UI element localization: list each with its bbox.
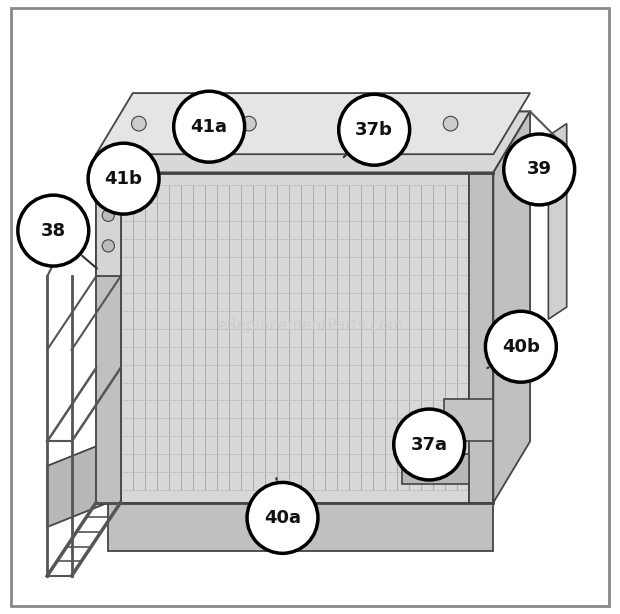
Circle shape: [102, 209, 115, 222]
Circle shape: [485, 311, 556, 382]
Circle shape: [443, 116, 458, 131]
Polygon shape: [108, 503, 494, 551]
Circle shape: [174, 91, 245, 162]
Circle shape: [504, 134, 575, 205]
Polygon shape: [494, 111, 530, 503]
Polygon shape: [402, 454, 469, 484]
Polygon shape: [96, 154, 120, 276]
Circle shape: [352, 116, 366, 131]
Circle shape: [247, 483, 318, 553]
Circle shape: [394, 409, 464, 480]
Polygon shape: [548, 123, 567, 319]
Text: eReplacementParts.com: eReplacementParts.com: [217, 318, 403, 333]
Text: 40b: 40b: [502, 338, 540, 356]
Text: 39: 39: [527, 160, 552, 179]
Polygon shape: [445, 398, 494, 441]
Text: 41a: 41a: [190, 118, 228, 136]
Text: 37a: 37a: [410, 435, 448, 454]
Circle shape: [18, 195, 89, 266]
Polygon shape: [47, 441, 108, 527]
Circle shape: [102, 239, 115, 252]
Text: 40a: 40a: [264, 509, 301, 527]
Polygon shape: [108, 441, 494, 503]
Text: 41b: 41b: [105, 169, 143, 188]
Circle shape: [339, 95, 410, 165]
Polygon shape: [96, 93, 530, 154]
Polygon shape: [96, 173, 120, 503]
Polygon shape: [469, 173, 494, 503]
Circle shape: [242, 116, 256, 131]
Polygon shape: [120, 111, 505, 173]
Polygon shape: [96, 111, 530, 173]
Circle shape: [102, 179, 115, 191]
Polygon shape: [469, 111, 505, 503]
Circle shape: [88, 143, 159, 214]
Circle shape: [131, 116, 146, 131]
Text: 37b: 37b: [355, 121, 393, 139]
Polygon shape: [120, 173, 469, 503]
Text: 38: 38: [41, 222, 66, 239]
